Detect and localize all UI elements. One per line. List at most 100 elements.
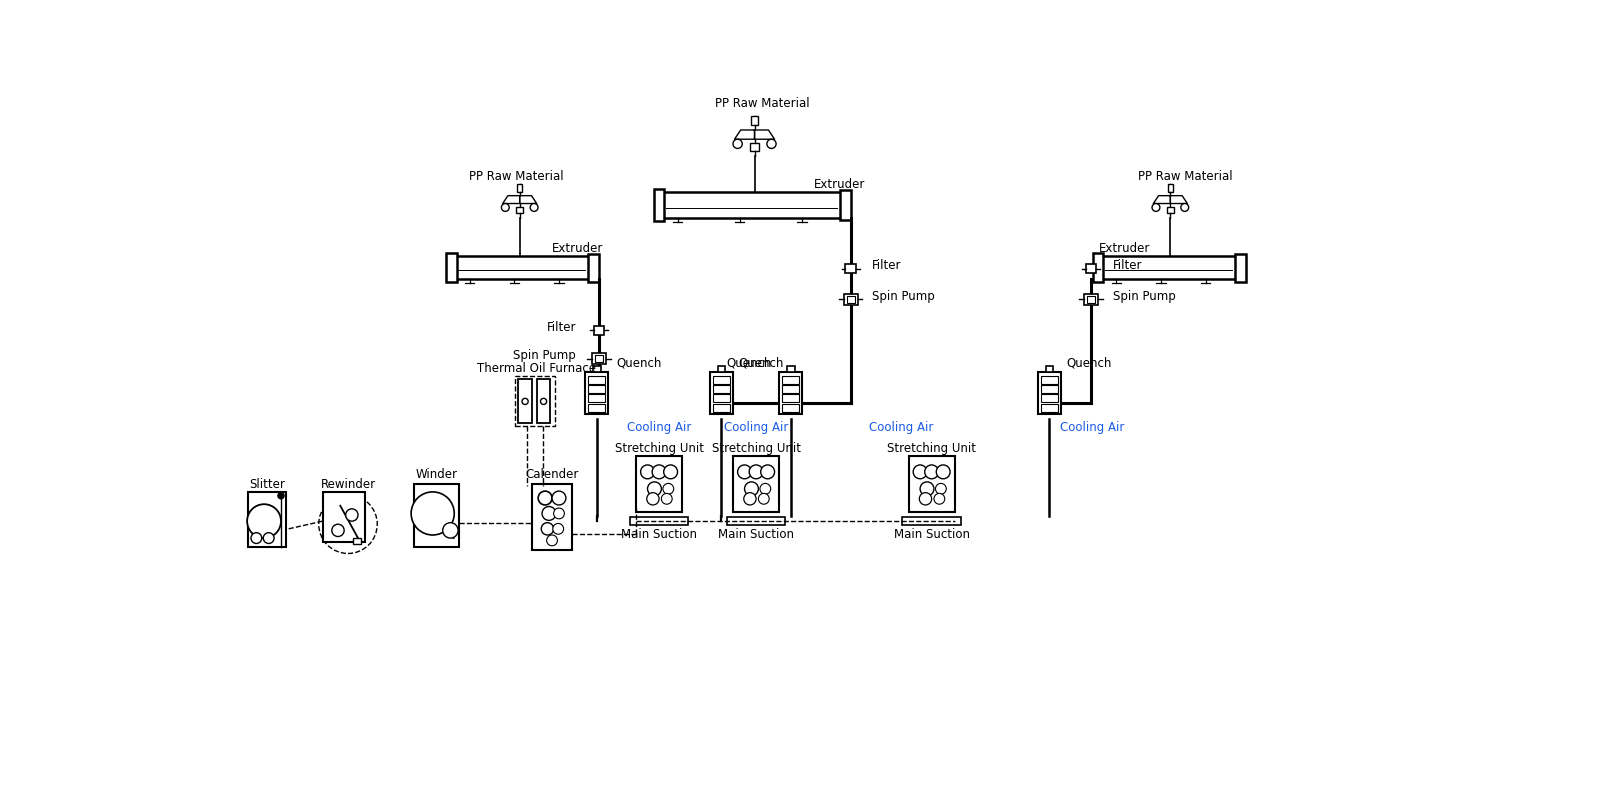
Text: Spin Pump: Spin Pump <box>872 290 934 303</box>
Bar <box>902 517 962 525</box>
Bar <box>750 143 758 151</box>
Bar <box>1093 253 1104 282</box>
Bar <box>846 296 854 303</box>
Bar <box>414 484 459 548</box>
Text: Stretching Unit: Stretching Unit <box>614 442 704 455</box>
Circle shape <box>920 492 931 505</box>
Text: PP Raw Material: PP Raw Material <box>469 169 563 183</box>
Bar <box>446 253 456 282</box>
Text: Main Suction: Main Suction <box>894 528 970 541</box>
Bar <box>714 395 730 403</box>
Circle shape <box>346 509 358 521</box>
Circle shape <box>934 493 944 504</box>
Text: Cooling Air: Cooling Air <box>1059 422 1123 434</box>
Circle shape <box>443 522 458 538</box>
Circle shape <box>538 491 552 505</box>
Bar <box>658 192 845 217</box>
Bar <box>515 377 555 426</box>
Circle shape <box>541 522 554 535</box>
Text: Quench: Quench <box>616 356 661 369</box>
Circle shape <box>744 482 758 496</box>
Bar <box>714 385 730 393</box>
Bar <box>1168 184 1173 191</box>
Bar <box>354 538 362 545</box>
Bar <box>1042 395 1058 403</box>
Text: Extruder: Extruder <box>1099 242 1150 255</box>
Circle shape <box>552 491 566 505</box>
Circle shape <box>749 465 763 479</box>
Bar <box>1042 385 1058 393</box>
Bar <box>635 456 682 512</box>
Bar <box>1042 404 1058 412</box>
Bar <box>714 404 730 412</box>
Circle shape <box>640 465 654 479</box>
Bar <box>717 366 725 372</box>
Bar <box>787 366 795 372</box>
Bar <box>323 492 365 542</box>
Polygon shape <box>520 195 536 203</box>
Text: Spin Pump: Spin Pump <box>514 349 576 362</box>
Text: Filter: Filter <box>1112 259 1142 272</box>
Circle shape <box>541 398 547 404</box>
Circle shape <box>744 492 757 505</box>
Circle shape <box>648 482 661 496</box>
Bar <box>589 395 605 403</box>
Text: Slitter: Slitter <box>250 478 285 491</box>
Circle shape <box>914 465 926 479</box>
Circle shape <box>760 465 774 479</box>
Circle shape <box>758 493 770 504</box>
Bar <box>1046 366 1053 372</box>
Bar <box>779 372 802 414</box>
Circle shape <box>264 533 274 544</box>
Bar <box>517 206 523 214</box>
Text: Main Suction: Main Suction <box>718 528 794 541</box>
Circle shape <box>766 139 776 148</box>
Bar <box>782 395 800 403</box>
Circle shape <box>501 203 509 211</box>
Bar <box>594 325 605 335</box>
Bar <box>1098 256 1240 280</box>
Text: Extruder: Extruder <box>813 178 866 191</box>
Circle shape <box>738 465 752 479</box>
Text: PP Raw Material: PP Raw Material <box>1139 169 1234 183</box>
Circle shape <box>733 139 742 148</box>
Polygon shape <box>1170 195 1187 203</box>
Circle shape <box>664 465 677 479</box>
Circle shape <box>554 523 563 534</box>
Text: Spin Pump: Spin Pump <box>1112 290 1176 303</box>
Text: Cooling Air: Cooling Air <box>869 422 933 434</box>
Circle shape <box>760 483 771 494</box>
Bar <box>1235 254 1246 281</box>
Circle shape <box>246 504 282 538</box>
Bar <box>733 456 779 512</box>
Polygon shape <box>734 130 755 139</box>
Circle shape <box>936 483 946 494</box>
Bar <box>654 189 664 221</box>
Polygon shape <box>1154 195 1170 203</box>
Text: Cooling Air: Cooling Air <box>627 422 691 434</box>
Bar <box>843 294 858 305</box>
Bar <box>1042 376 1058 384</box>
Bar <box>840 190 851 220</box>
Bar <box>752 116 758 125</box>
Circle shape <box>646 492 659 505</box>
Polygon shape <box>755 130 774 139</box>
Circle shape <box>522 398 528 404</box>
Bar <box>595 355 603 362</box>
Bar <box>536 380 550 423</box>
Circle shape <box>547 535 557 546</box>
Text: Thermal Oil Furnace: Thermal Oil Furnace <box>477 362 597 375</box>
Text: Cooling Air: Cooling Air <box>723 422 789 434</box>
Bar <box>248 492 286 548</box>
Bar <box>589 376 605 384</box>
Text: Stretching Unit: Stretching Unit <box>712 442 800 455</box>
Bar <box>586 372 608 414</box>
Bar <box>517 184 522 191</box>
Circle shape <box>251 533 262 544</box>
Circle shape <box>1181 203 1189 211</box>
Bar <box>589 254 598 281</box>
Circle shape <box>411 492 454 535</box>
Circle shape <box>653 465 666 479</box>
Bar <box>1086 296 1096 303</box>
Bar <box>782 385 800 393</box>
